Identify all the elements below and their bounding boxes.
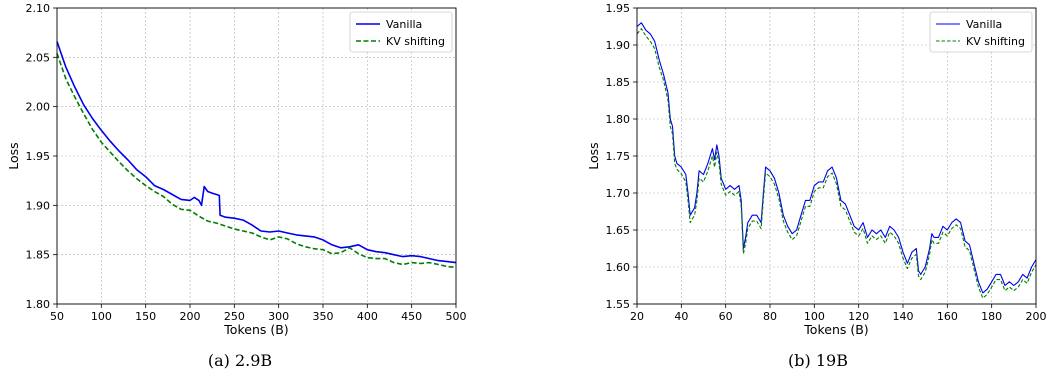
series-line-kv-shifting (56, 53, 457, 269)
chart-b: 20 40 60 80 100 120 140 160 180 200 1.55 1.60 1.65 1.… (586, 2, 1047, 370)
x-tick-label: 200 (1026, 310, 1047, 323)
series-line-vanilla (56, 41, 457, 264)
x-tick-label: 200 (180, 310, 201, 323)
y-tick-label: 2.00 (26, 101, 51, 114)
y-tick-label: 1.85 (26, 249, 51, 262)
x-tick-label: 100 (804, 310, 825, 323)
y-tick-label: 2.10 (26, 2, 51, 15)
x-tick-label: 120 (848, 310, 869, 323)
y-tick-label: 1.65 (606, 224, 631, 237)
x-tick-label: 160 (937, 310, 958, 323)
y-tick-label: 1.60 (606, 261, 631, 274)
series-line-kv-shifting (636, 28, 1037, 299)
series-line-vanilla (636, 22, 1037, 294)
x-tick-label: 180 (981, 310, 1002, 323)
x-tick-label: 140 (893, 310, 914, 323)
y-tick-label: 1.75 (606, 150, 631, 163)
x-tick-label: 500 (446, 310, 467, 323)
y-tick-label: 1.80 (26, 298, 51, 311)
x-tick-label: 450 (401, 310, 422, 323)
x-axis-label: Tokens (B) (803, 322, 868, 337)
legend-box (349, 11, 453, 53)
y-tick-label: 2.05 (26, 51, 51, 64)
x-tick-label: 400 (357, 310, 378, 323)
y-tick-label: 1.90 (26, 199, 51, 212)
x-tick-label: 300 (268, 310, 289, 323)
x-tick-label: 250 (224, 310, 245, 323)
x-tick-label: 350 (313, 310, 334, 323)
y-axis-label: Loss (586, 142, 601, 169)
y-axis-label: Loss (6, 142, 21, 169)
legend-label: KV shifting (966, 35, 1025, 48)
y-tick-label: 1.80 (606, 113, 631, 126)
chart-caption: (a) 2.9B (208, 351, 272, 370)
legend-box (929, 11, 1033, 53)
legend-label: Vanilla (966, 18, 1002, 31)
x-tick-label: 60 (719, 310, 733, 323)
y-tick-label: 1.95 (26, 150, 51, 163)
y-tick-label: 1.90 (606, 39, 631, 52)
x-tick-label: 40 (674, 310, 688, 323)
chart-a: 50 100 150 200 250 300 350 400 450 500 1.80 1.85 1.9… (6, 2, 467, 370)
x-tick-label: 80 (763, 310, 777, 323)
legend-label: KV shifting (386, 35, 445, 48)
x-axis-label: Tokens (B) (223, 322, 288, 337)
x-tick-label: 150 (135, 310, 156, 323)
chart-caption: (b) 19B (788, 351, 848, 370)
x-tick-label: 20 (630, 310, 644, 323)
y-tick-label: 1.70 (606, 187, 631, 200)
y-tick-label: 1.55 (606, 298, 631, 311)
x-tick-label: 50 (50, 310, 64, 323)
y-tick-label: 1.85 (606, 76, 631, 89)
x-tick-label: 100 (91, 310, 112, 323)
y-tick-label: 1.95 (606, 2, 631, 15)
legend-label: Vanilla (386, 18, 422, 31)
